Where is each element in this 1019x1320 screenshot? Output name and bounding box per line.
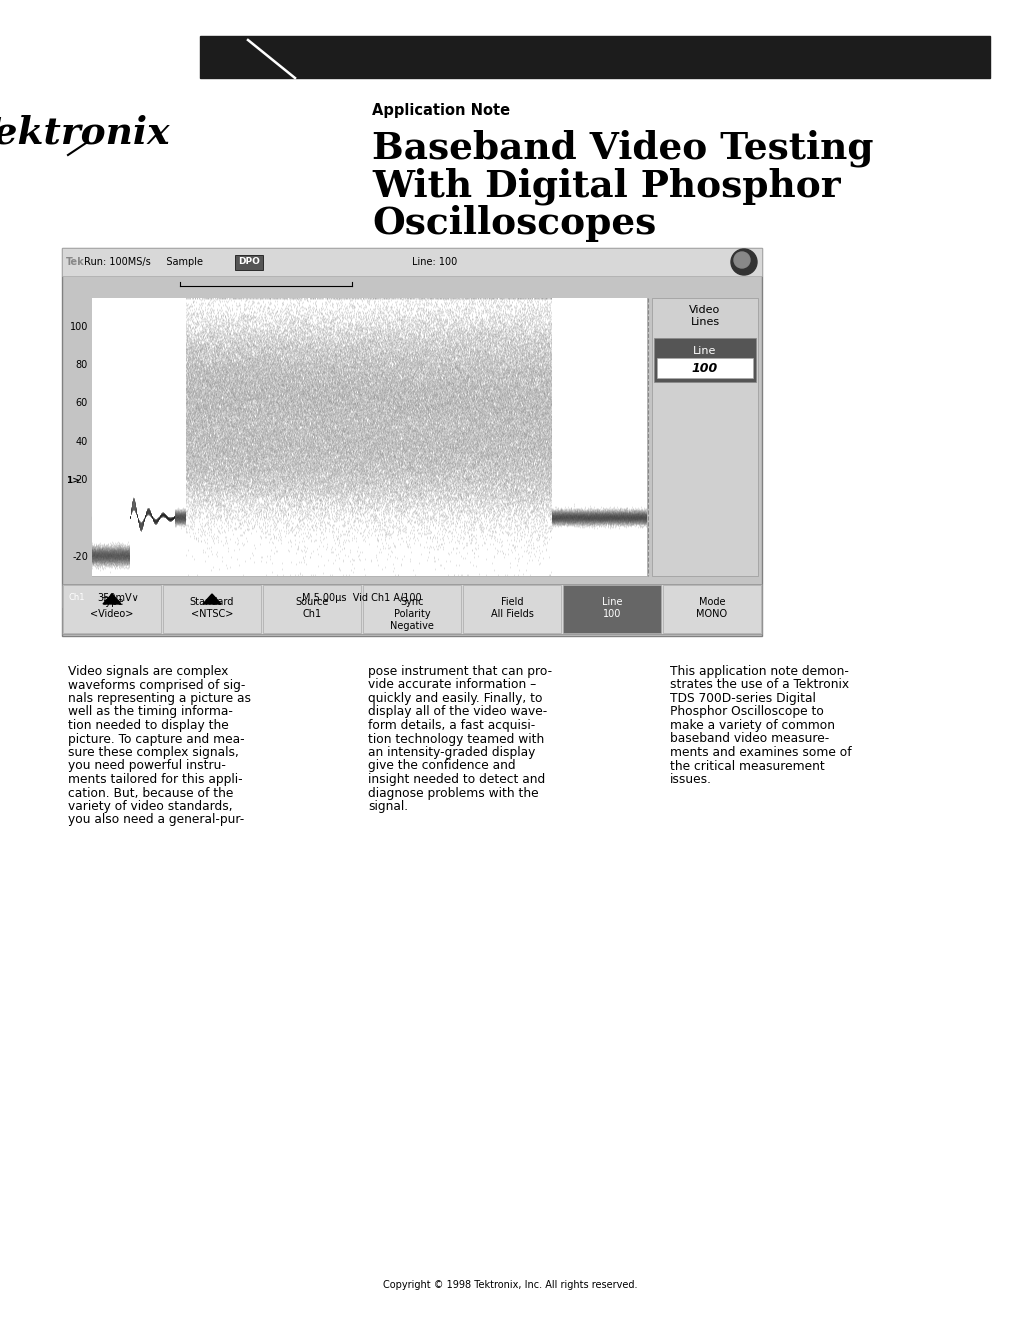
Text: baseband video measure-: baseband video measure-: [669, 733, 828, 746]
Text: you also need a general-pur-: you also need a general-pur-: [68, 813, 244, 826]
Bar: [62, 248, 761, 636]
Bar: [62, 583, 761, 634]
Text: 60: 60: [75, 399, 88, 408]
Text: Baseband Video Testing: Baseband Video Testing: [372, 129, 872, 166]
Text: Run: 100MS/s     Sample: Run: 100MS/s Sample: [84, 257, 203, 267]
Text: you need powerful instru-: you need powerful instru-: [68, 759, 225, 772]
Text: sure these complex signals,: sure these complex signals,: [68, 746, 238, 759]
Bar: [651, 298, 757, 576]
Text: 100: 100: [602, 609, 621, 619]
Text: Field: Field: [500, 597, 523, 607]
Bar: [200, 36, 989, 78]
Text: tion technology teamed with: tion technology teamed with: [368, 733, 544, 746]
Bar: [263, 585, 361, 634]
Text: strates the use of a Tektronix: strates the use of a Tektronix: [669, 678, 848, 692]
Text: 80: 80: [75, 360, 88, 370]
Text: 40: 40: [75, 437, 88, 446]
Text: Polarity: Polarity: [393, 609, 430, 619]
Bar: [656, 358, 752, 378]
Text: 100: 100: [691, 362, 717, 375]
Text: well as the timing informa-: well as the timing informa-: [68, 705, 232, 718]
Text: TDS 700D-series Digital: TDS 700D-series Digital: [669, 692, 815, 705]
Polygon shape: [203, 594, 221, 605]
Text: Standard: Standard: [190, 597, 234, 607]
Text: <Video>: <Video>: [91, 609, 133, 619]
Bar: [63, 585, 161, 634]
Text: display all of the video wave-: display all of the video wave-: [368, 705, 547, 718]
Text: <NTSC>: <NTSC>: [191, 609, 233, 619]
Text: tion needed to display the: tion needed to display the: [68, 719, 228, 733]
Text: variety of video standards,: variety of video standards,: [68, 800, 232, 813]
Text: signal.: signal.: [368, 800, 408, 813]
Bar: [92, 298, 646, 576]
Text: ments tailored for this appli-: ments tailored for this appli-: [68, 774, 243, 785]
Text: Video signals are complex: Video signals are complex: [68, 665, 228, 678]
Text: nals representing a picture as: nals representing a picture as: [68, 692, 251, 705]
Text: waveforms comprised of sig-: waveforms comprised of sig-: [68, 678, 246, 692]
Text: quickly and easily. Finally, to: quickly and easily. Finally, to: [368, 692, 542, 705]
Bar: [562, 585, 660, 634]
Text: Ch1: Ch1: [303, 609, 321, 619]
Bar: [234, 255, 263, 271]
Text: -20: -20: [72, 552, 88, 562]
Text: Line: 100: Line: 100: [412, 257, 457, 267]
Text: 1>: 1>: [66, 475, 79, 484]
Text: give the confidence and: give the confidence and: [368, 759, 516, 772]
Text: MONO: MONO: [696, 609, 727, 619]
Text: ments and examines some of: ments and examines some of: [669, 746, 851, 759]
Text: All Fields: All Fields: [490, 609, 533, 619]
Text: M 5.00μs  Vid Ch1 A/100: M 5.00μs Vid Ch1 A/100: [302, 593, 421, 603]
Text: Tektronix: Tektronix: [0, 115, 169, 152]
Bar: [62, 586, 761, 609]
Text: DPO: DPO: [237, 257, 260, 267]
Text: pose instrument that can pro-: pose instrument that can pro-: [368, 665, 551, 678]
Text: insight needed to detect and: insight needed to detect and: [368, 774, 545, 785]
Text: Tek: Tek: [66, 257, 85, 267]
Text: 100: 100: [69, 322, 88, 331]
Text: picture. To capture and mea-: picture. To capture and mea-: [68, 733, 245, 746]
Text: Application Note: Application Note: [372, 103, 510, 117]
Text: diagnose problems with the: diagnose problems with the: [368, 787, 538, 800]
Bar: [662, 585, 760, 634]
Bar: [64, 587, 90, 606]
Text: Copyright © 1998 Tektronix, Inc. All rights reserved.: Copyright © 1998 Tektronix, Inc. All rig…: [382, 1280, 637, 1290]
Text: vide accurate information –: vide accurate information –: [368, 678, 536, 692]
Text: Oscilloscopes: Oscilloscopes: [372, 206, 655, 243]
Text: Ch1: Ch1: [68, 594, 86, 602]
Text: form details, a fast acquisi-: form details, a fast acquisi-: [368, 719, 535, 733]
Text: Source: Source: [296, 597, 328, 607]
Bar: [653, 338, 755, 381]
Text: Phosphor Oscilloscope to: Phosphor Oscilloscope to: [669, 705, 823, 718]
Bar: [163, 585, 261, 634]
Bar: [363, 585, 461, 634]
Text: With Digital Phosphor: With Digital Phosphor: [372, 168, 840, 205]
Text: the critical measurement: the critical measurement: [669, 759, 824, 772]
Text: 350mV∨: 350mV∨: [97, 593, 139, 603]
Text: Line: Line: [601, 597, 622, 607]
Text: issues.: issues.: [669, 774, 711, 785]
Circle shape: [731, 249, 756, 275]
Bar: [463, 585, 560, 634]
Polygon shape: [103, 594, 121, 605]
Circle shape: [734, 252, 749, 268]
Text: an intensity-graded display: an intensity-graded display: [368, 746, 535, 759]
Text: Sync: Sync: [399, 597, 423, 607]
Text: Mode: Mode: [698, 597, 725, 607]
Text: Type: Type: [101, 597, 123, 607]
Text: Line: Line: [693, 346, 716, 356]
Text: This application note demon-: This application note demon-: [669, 665, 848, 678]
Text: 20: 20: [75, 475, 88, 486]
Text: make a variety of common: make a variety of common: [669, 719, 835, 733]
Text: Negative: Negative: [389, 620, 433, 631]
Bar: [62, 248, 761, 276]
Text: cation. But, because of the: cation. But, because of the: [68, 787, 233, 800]
Text: Video
Lines: Video Lines: [689, 305, 719, 327]
